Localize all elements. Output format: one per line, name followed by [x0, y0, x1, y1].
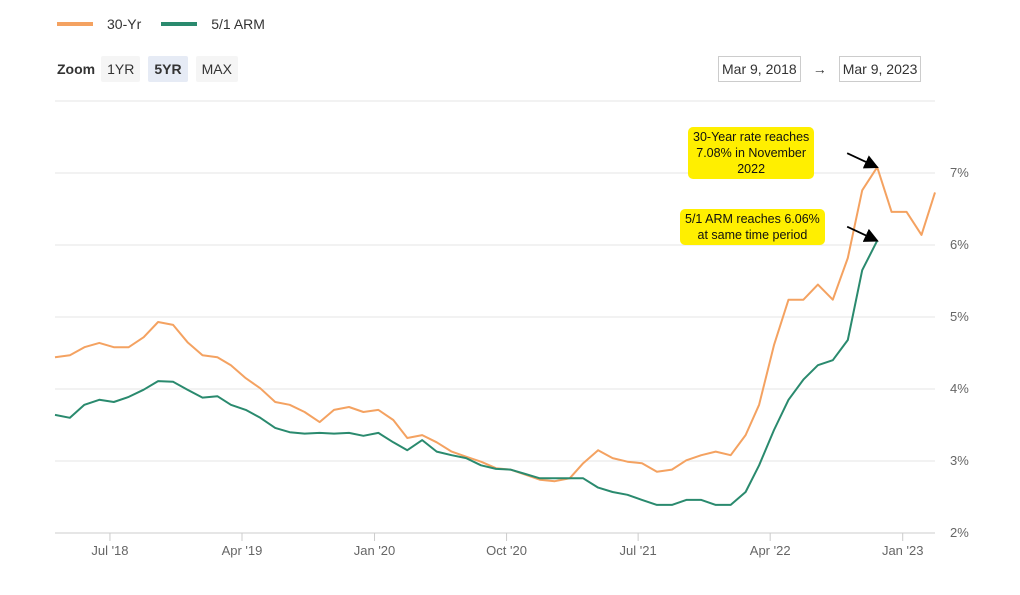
y-tick-label: 3% — [950, 453, 969, 468]
zoom-1yr-button[interactable]: 1YR — [101, 56, 141, 82]
annotation-line: 2022 — [737, 162, 766, 176]
legend-label-30yr[interactable]: 30-Yr — [107, 16, 142, 32]
y-tick-label: 2% — [950, 525, 969, 540]
x-tick-label: Jul '21 — [620, 543, 657, 558]
x-tick-label: Jan '23 — [882, 543, 924, 558]
annotation-arrow — [846, 152, 879, 169]
annotation-arm: 5/1 ARM reaches 6.06% at same time perio… — [680, 209, 825, 245]
range-from-input[interactable]: Mar 9, 2018 — [718, 56, 801, 82]
annotation-arrow — [846, 225, 879, 242]
zoom-5yr-button[interactable]: 5YR — [148, 56, 188, 82]
y-tick-label: 4% — [950, 381, 969, 396]
x-tick-label: Jul '18 — [91, 543, 128, 558]
x-tick-label: Jan '20 — [354, 543, 396, 558]
series-line-arm — [54, 240, 879, 506]
annotation-30yr: 30-Year rate reaches 7.08% in November 2… — [688, 127, 815, 179]
legend: 30-Yr 5/1 ARM — [57, 16, 285, 32]
zoom-max-button[interactable]: MAX — [195, 56, 238, 82]
annotation-line: at same time period — [697, 228, 808, 242]
legend-label-arm[interactable]: 5/1 ARM — [211, 16, 265, 32]
y-tick-label: 5% — [950, 309, 969, 324]
annotation-line: 30-Year rate reaches — [693, 130, 810, 144]
y-tick-label: 7% — [950, 165, 969, 180]
annotation-line: 5/1 ARM reaches 6.06% — [685, 212, 820, 226]
annotation-line: 7.08% in November — [696, 146, 807, 160]
range-to-input[interactable]: Mar 9, 2023 — [838, 56, 922, 82]
x-tick-label: Apr '22 — [750, 543, 791, 558]
x-tick-label: Oct '20 — [486, 543, 527, 558]
legend-swatch-30yr — [57, 22, 93, 26]
x-tick-label: Apr '19 — [222, 543, 263, 558]
legend-swatch-arm — [161, 22, 198, 26]
date-range: Mar 9, 2018 → Mar 9, 2023 — [718, 56, 922, 82]
range-arrow: → — [812, 61, 827, 77]
zoom-controls: Zoom 1YR 5YR MAX — [57, 56, 246, 82]
zoom-label: Zoom — [57, 61, 96, 77]
y-tick-label: 6% — [950, 237, 969, 252]
